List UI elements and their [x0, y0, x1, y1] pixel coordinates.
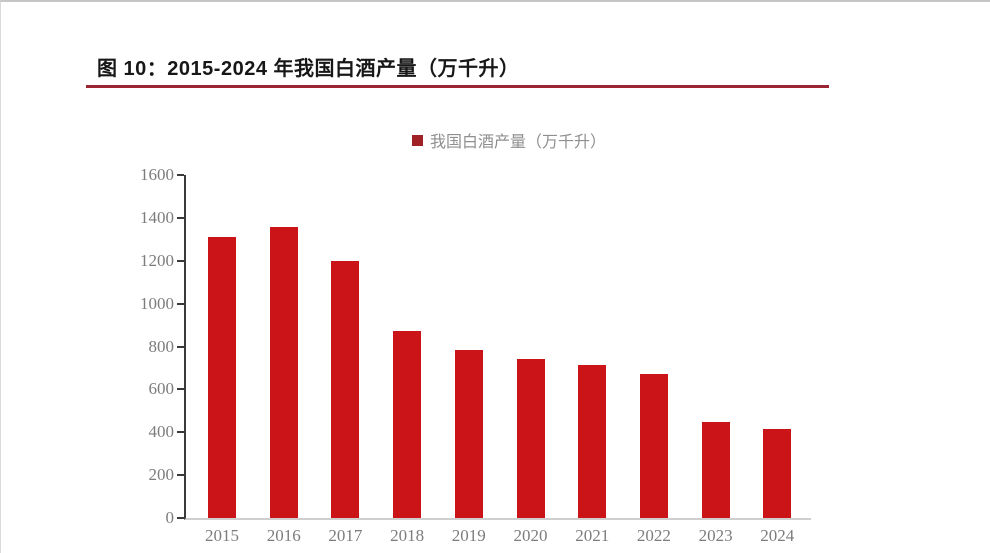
x-axis-tick-label: 2020: [513, 526, 548, 545]
y-axis-tick-mark: [177, 259, 184, 262]
y-axis-tick-mark: [177, 474, 184, 477]
y-axis-tick-mark: [177, 388, 184, 391]
x-axis-tick-label: 2017: [328, 526, 363, 545]
y-axis-tick-label: 1200: [140, 250, 174, 270]
legend-label: 我国白酒产量（万千升）: [429, 134, 606, 151]
legend-color-swatch: [411, 135, 423, 146]
x-axis-tick-label: 2023: [698, 526, 733, 545]
chart-legend: 我国白酒产量（万千升）: [184, 131, 834, 151]
y-axis-tick-label: 600: [148, 379, 175, 399]
y-axis-tick-mark: [177, 174, 184, 176]
y-axis-tick-label: 200: [148, 465, 175, 485]
bar-2024: [763, 429, 792, 518]
y-axis-tick-label: 400: [148, 422, 175, 442]
bar-chart-plot-area: 0 200 400 600 800 1000 1200 1400 1600 2015 2016 201…: [140, 165, 811, 545]
figure-title: 图 10：2015-2024 年我国白酒产量（万千升）: [97, 58, 520, 80]
y-axis-tick-mark: [177, 431, 184, 434]
x-axis-tick-label: 2022: [636, 526, 671, 545]
bar-2021: [578, 364, 607, 518]
y-axis-tick-label: 1400: [140, 207, 174, 227]
y-axis-tick-mark: [177, 345, 184, 348]
bar-2016: [269, 226, 298, 518]
title-underline-rule: [86, 85, 829, 88]
x-axis-tick-label: 2019: [451, 526, 486, 545]
y-axis-tick-label: 0: [165, 508, 175, 527]
bar-2017: [331, 261, 360, 518]
y-axis-tick-mark: [177, 302, 184, 305]
bar-2018: [393, 331, 422, 518]
x-axis-tick-label: 2021: [575, 526, 610, 545]
y-axis-tick-label: 1000: [140, 293, 174, 313]
x-axis-tick-label: 2018: [390, 526, 425, 545]
y-axis-tick-label: 800: [148, 336, 175, 356]
y-axis-tick-label: 1600: [140, 165, 174, 184]
bar-2019: [454, 349, 483, 518]
x-axis-tick-label: 2016: [266, 526, 301, 545]
y-axis-tick-mark: [177, 517, 184, 519]
bar-2015: [208, 236, 236, 518]
bar-2020: [516, 359, 545, 518]
bar-2022: [639, 374, 668, 518]
x-axis-tick-label: 2024: [760, 526, 795, 545]
y-axis-tick-mark: [177, 216, 184, 219]
bar-2023: [701, 421, 730, 518]
x-axis-tick-label: 2015: [205, 526, 239, 545]
